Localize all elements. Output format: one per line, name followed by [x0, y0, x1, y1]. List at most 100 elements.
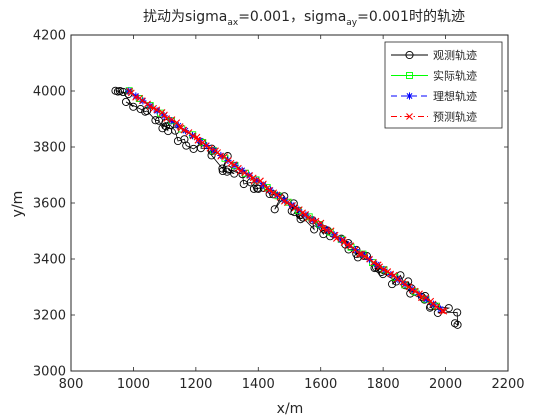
series-3-point [316, 221, 324, 229]
series-4-point [361, 253, 369, 260]
legend-item-1: 观测轨迹 [391, 48, 477, 62]
series-4-point [440, 307, 448, 315]
legend-box [384, 41, 503, 129]
series-4-point [416, 290, 423, 298]
legend-swatch-marker [406, 72, 413, 79]
series-4-point [317, 219, 325, 227]
x-tick-label: 1000 [117, 377, 150, 392]
series-4-point [438, 307, 446, 315]
series-4-point [376, 263, 384, 271]
series-4-point [319, 225, 327, 232]
series-3-point [259, 181, 267, 189]
series-4-point [422, 294, 430, 302]
series-4-point [206, 144, 214, 152]
legend-label: 预测轨迹 [433, 110, 477, 124]
series-4-point [433, 303, 441, 311]
legend-swatch-marker [405, 92, 414, 100]
series-4-point [401, 280, 409, 288]
series-1-point [396, 271, 405, 280]
x-tick-label: 1800 [367, 377, 400, 392]
x-axis-label: x/m [277, 401, 304, 417]
series-4-point [270, 189, 278, 197]
series-1-point [182, 141, 191, 150]
series-4-point [340, 239, 348, 246]
series-4-point [161, 111, 168, 119]
x-tick-label: 2200 [491, 377, 524, 392]
series-4-point [132, 93, 139, 101]
x-tick-label: 800 [59, 377, 84, 392]
y-tick-label: 3800 [33, 141, 66, 156]
series-4-point [380, 266, 388, 273]
series-4-point [177, 124, 185, 132]
series-4-point [312, 217, 320, 225]
axis-ticks: 800 1000 1200 1400 1600 1800 2000 2200 3000 3200 3… [33, 29, 525, 393]
series-1-point [406, 289, 415, 298]
series-1-point [453, 320, 462, 329]
series-4-point [308, 216, 316, 224]
series-4-point [387, 270, 395, 278]
y-tick-label: 3600 [33, 197, 66, 212]
series-4-point [180, 126, 188, 134]
series-1-point [121, 97, 131, 106]
series-1-point [253, 184, 262, 193]
series-1-point [151, 116, 160, 125]
series-3-point [210, 146, 218, 155]
x-tick-label: 2000 [429, 377, 462, 392]
y-axis-label: y/m [10, 191, 26, 218]
chart-title-subscript-ax: ax [227, 18, 239, 28]
series-4-point [260, 180, 267, 188]
legend-label: 观测轨迹 [433, 48, 477, 62]
series-1-point [270, 205, 279, 214]
legend-label: 实际轨迹 [433, 69, 477, 83]
plot-layer [111, 86, 462, 329]
series-4-point [304, 214, 312, 222]
x-tick-label: 1200 [179, 377, 212, 392]
legend-swatch-marker [406, 113, 413, 120]
series-3-point [132, 92, 140, 100]
series-4-point [246, 172, 254, 179]
series-1-point [450, 319, 460, 328]
series-4-point [138, 97, 146, 105]
series-1-point [310, 225, 319, 234]
legend-label: 理想轨迹 [433, 89, 477, 103]
chart-title-subscript-ay: ay [346, 18, 358, 28]
series-4-point [250, 177, 258, 185]
chart-title: 扰动为sigmaax=0.001，sigmaay=0.001时的轨迹 [143, 9, 465, 28]
series-4-point [332, 235, 340, 242]
chart-title-suffix: =0.001时的轨迹 [357, 9, 465, 25]
series-4-point [356, 250, 363, 258]
series-1-point [453, 308, 462, 317]
series-3-point [195, 136, 204, 145]
y-tick-label: 4000 [33, 85, 66, 100]
series-4-point [265, 186, 273, 194]
series-4 [126, 87, 448, 315]
series-4-point [393, 276, 401, 283]
x-tick-label: 1600 [304, 377, 337, 392]
series-4-point [283, 199, 291, 207]
legend-swatch-marker [405, 50, 414, 60]
y-tick-label: 3200 [33, 309, 66, 324]
series-4-point [370, 259, 377, 266]
y-tick-label: 3000 [33, 365, 66, 380]
series-4-point [291, 204, 299, 212]
series-4-point [429, 300, 437, 308]
chart-title-prefix: 扰动为sigma [143, 9, 227, 25]
x-tick-label: 1400 [242, 377, 275, 392]
series-4-point [236, 167, 244, 175]
y-tick-label: 3400 [33, 253, 66, 268]
series-4-point [411, 287, 419, 295]
series-4-point [168, 116, 176, 124]
legend-item-4: 预测轨迹 [391, 110, 477, 124]
series-1-point [249, 184, 258, 193]
legend-item-2: 实际轨迹 [391, 69, 477, 83]
series-1-point [111, 86, 120, 95]
series-1-point [129, 102, 138, 111]
series-4-point [302, 210, 309, 218]
series-1-point [218, 166, 227, 176]
y-tick-label: 4200 [33, 29, 66, 44]
series-4-point [153, 106, 161, 114]
legend-item-3: 理想轨迹 [391, 89, 477, 103]
